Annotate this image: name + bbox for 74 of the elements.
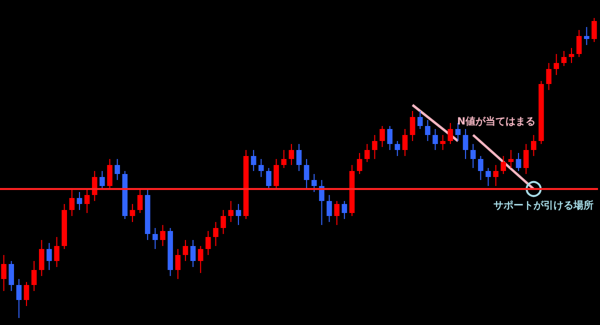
candlestick bbox=[402, 128, 408, 156]
candlestick bbox=[84, 188, 90, 214]
annotation: N値が当てはまる bbox=[457, 116, 536, 128]
candlestick bbox=[160, 224, 166, 246]
candlestick bbox=[364, 144, 370, 162]
candlestick bbox=[107, 158, 112, 190]
candlestick bbox=[356, 152, 362, 174]
candlestick bbox=[31, 260, 37, 292]
candlestick bbox=[130, 204, 136, 222]
candlestick bbox=[16, 278, 22, 318]
candlestick bbox=[281, 150, 287, 168]
candlestick bbox=[568, 48, 574, 64]
candlestick bbox=[228, 200, 234, 222]
candlestick bbox=[561, 50, 567, 66]
candlestick bbox=[311, 174, 317, 192]
candlestick bbox=[546, 62, 552, 90]
candlestick bbox=[380, 126, 385, 148]
annotation: サポートが引ける場所 bbox=[494, 200, 594, 212]
candlestick bbox=[182, 240, 188, 262]
candlestick bbox=[455, 122, 461, 142]
candlestick bbox=[334, 200, 340, 226]
candlestick bbox=[38, 240, 44, 276]
candlestick bbox=[100, 170, 105, 190]
candlestick bbox=[46, 242, 52, 270]
candlestick bbox=[448, 122, 454, 144]
candlestick bbox=[508, 150, 514, 168]
candlestick bbox=[584, 26, 590, 46]
candlestick bbox=[250, 150, 256, 172]
candlestick bbox=[432, 128, 438, 150]
candlestick bbox=[500, 156, 506, 174]
candlestick bbox=[206, 230, 211, 256]
candlestick bbox=[296, 144, 302, 172]
candlestick bbox=[425, 120, 430, 142]
candlestick bbox=[372, 134, 378, 160]
candlestick bbox=[175, 248, 181, 280]
candlestick bbox=[417, 110, 423, 130]
candlestick bbox=[410, 110, 416, 142]
candlestick bbox=[576, 30, 582, 58]
candlestick bbox=[24, 282, 30, 306]
candlestick bbox=[440, 134, 446, 150]
candlestick bbox=[54, 236, 60, 268]
candlestick bbox=[470, 144, 476, 168]
candlestick bbox=[266, 168, 272, 190]
candlestick bbox=[531, 134, 536, 156]
candlestick bbox=[114, 158, 120, 180]
candlestick bbox=[478, 156, 484, 180]
candlestick bbox=[342, 200, 348, 220]
candlestick bbox=[592, 18, 597, 42]
candlestick bbox=[387, 126, 392, 150]
candlestick bbox=[523, 144, 529, 174]
candlestick bbox=[304, 158, 310, 190]
candlestick bbox=[152, 228, 158, 250]
candlestick bbox=[236, 204, 242, 226]
candlestick bbox=[326, 194, 332, 222]
candlestick bbox=[462, 128, 468, 160]
candlestick bbox=[319, 180, 324, 226]
candlestick bbox=[220, 210, 226, 234]
candlestick bbox=[137, 188, 143, 214]
candlestick bbox=[486, 168, 491, 186]
candlestick bbox=[92, 170, 98, 202]
candlestick bbox=[213, 222, 218, 246]
candlestick bbox=[76, 192, 82, 210]
candlestick bbox=[516, 152, 522, 172]
candlestick bbox=[190, 240, 196, 268]
candlestick bbox=[8, 260, 14, 292]
candlestick bbox=[258, 158, 264, 178]
candlestick bbox=[288, 144, 294, 166]
candlestick bbox=[198, 246, 204, 274]
candlestick bbox=[493, 164, 498, 186]
candlestick bbox=[554, 54, 560, 76]
candlestick bbox=[1, 254, 6, 292]
candlestick bbox=[394, 140, 400, 156]
candlestick bbox=[274, 158, 279, 190]
candlestick bbox=[69, 188, 75, 216]
